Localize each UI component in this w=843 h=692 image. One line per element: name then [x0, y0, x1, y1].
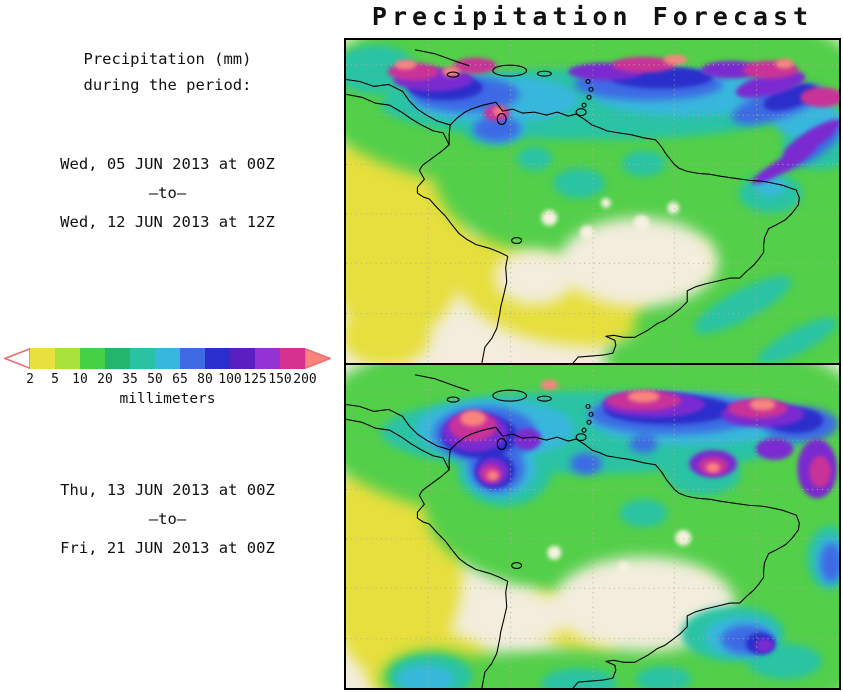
colorbar-tick: 20 — [97, 372, 113, 387]
period-1-end: Wed, 12 JUN 2013 at 12Z — [60, 213, 275, 231]
under-range-arrow-shape — [4, 348, 30, 369]
colorbar-segment — [105, 348, 130, 369]
legend-heading: Precipitation (mm) during the period: — [0, 46, 335, 98]
dry-speckles-layer — [541, 198, 702, 269]
precip-heavy-layer — [460, 379, 776, 481]
colorbar-segment — [30, 348, 55, 369]
colorbar-segment — [280, 348, 305, 369]
map-panels — [344, 38, 841, 690]
colorbar-ticks: 2 5 10 20 35 50 65 80 100 125 150 200 — [4, 372, 331, 388]
colorbar-segment — [155, 348, 180, 369]
colorbar-tick: 80 — [197, 372, 213, 387]
period-2-start: Thu, 13 JUN 2013 at 00Z — [60, 481, 275, 499]
colorbar-segment — [205, 348, 230, 369]
colorbar-tick: 65 — [172, 372, 188, 387]
colorbar-segment — [80, 348, 105, 369]
period-1-separator: –to– — [148, 184, 187, 202]
period-2-end: Fri, 21 JUN 2013 at 00Z — [60, 539, 275, 557]
map-panel-divider — [346, 363, 839, 365]
colorbar-tick: 150 — [268, 372, 292, 387]
colorbar-tick: 35 — [122, 372, 138, 387]
page-title: Precipitation Forecast — [371, 2, 814, 31]
legend-heading-line1: Precipitation (mm) — [83, 50, 252, 68]
colorbar-segment — [180, 348, 205, 369]
dry-speckles-layer — [547, 529, 692, 574]
forecast-map-period-2 — [346, 365, 839, 688]
colorbar-tick: 100 — [218, 372, 242, 387]
colorbar: 2 5 10 20 35 50 65 80 100 125 150 200 millimeters — [4, 348, 331, 407]
colorbar-under-range-arrow — [4, 348, 30, 369]
forecast-map-period-1 — [346, 40, 839, 363]
colorbar-tick: 10 — [72, 372, 88, 387]
colorbar-unit-label: millimeters — [119, 391, 216, 407]
forecast-period-2-label: Thu, 13 JUN 2013 at 00Z –to– Fri, 21 JUN… — [0, 476, 335, 563]
colorbar-tick: 200 — [293, 372, 317, 387]
colorbar-tick: 50 — [147, 372, 163, 387]
colorbar-segment — [255, 348, 280, 369]
precip-heavy-layer — [394, 54, 794, 116]
colorbar-tick: 125 — [243, 372, 267, 387]
colorbar-bar — [4, 348, 331, 369]
forecast-period-1-label: Wed, 05 JUN 2013 at 00Z –to– Wed, 12 JUN… — [0, 150, 335, 237]
period-2-separator: –to– — [148, 510, 187, 528]
colorbar-segment — [55, 348, 80, 369]
colorbar-segment — [230, 348, 255, 369]
legend-heading-line2: during the period: — [83, 76, 252, 94]
period-1-start: Wed, 05 JUN 2013 at 00Z — [60, 155, 275, 173]
colorbar-tick: 2 — [26, 372, 34, 387]
colorbar-over-range-arrow — [305, 348, 331, 369]
colorbar-segments — [30, 348, 305, 369]
over-range-arrow-shape — [305, 348, 331, 369]
colorbar-tick: 5 — [51, 372, 59, 387]
colorbar-segment — [130, 348, 155, 369]
